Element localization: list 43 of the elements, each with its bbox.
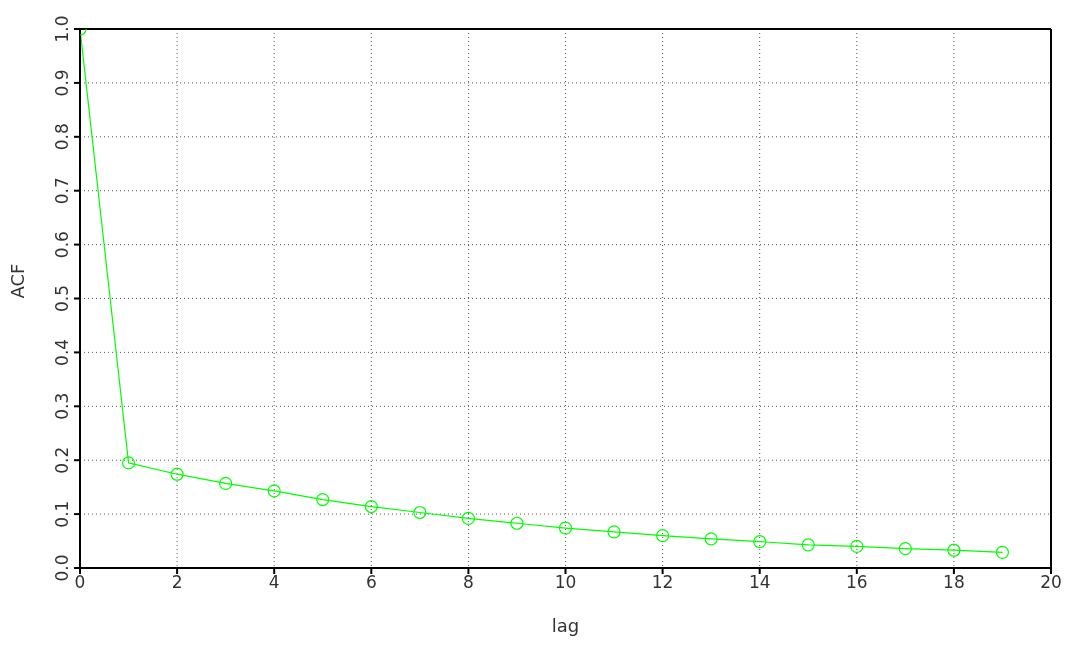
x-axis-title: lag [551, 615, 580, 636]
point [850, 539, 864, 554]
point [121, 456, 136, 470]
x-tick-label: 10 [554, 572, 577, 593]
point [753, 534, 767, 549]
point [704, 532, 718, 546]
y-tick-label: 0.4 [52, 338, 72, 366]
y-tick-label: 0.3 [52, 392, 72, 420]
point [413, 505, 427, 520]
y-tick-label: 0.5 [52, 284, 72, 313]
x-tick-label: 6 [365, 572, 377, 593]
x-tick-label: 18 [943, 572, 965, 593]
x-tick-label: 14 [748, 572, 771, 593]
y-tick-label: 0.8 [52, 123, 72, 151]
y-tick-label: 0.7 [52, 177, 72, 205]
x-tick-label: 0 [74, 572, 86, 593]
point [607, 525, 621, 539]
point [267, 484, 281, 498]
point [656, 529, 670, 543]
point [219, 476, 233, 490]
point [316, 492, 330, 507]
x-tick-label: 16 [845, 572, 868, 593]
y-tick-label: 0.9 [52, 69, 72, 97]
point [947, 543, 961, 557]
y-tick-label: 1.0 [52, 15, 72, 43]
y-axis-title: ACF [7, 263, 29, 299]
point [364, 499, 378, 514]
point [170, 467, 184, 481]
y-tick-label: 0.0 [52, 554, 72, 582]
y-tick-label: 0.1 [52, 500, 72, 528]
point [995, 545, 1010, 559]
point [801, 538, 815, 552]
point [510, 516, 524, 530]
x-tick-label: 2 [171, 572, 183, 593]
point [558, 521, 573, 535]
y-tick-label: 0.6 [52, 231, 72, 259]
x-tick-label: 4 [268, 572, 280, 593]
y-tick-label: 0.2 [52, 446, 72, 474]
x-tick-label: 8 [462, 572, 474, 593]
point [898, 542, 912, 556]
point [461, 511, 475, 526]
x-tick-label: 12 [651, 572, 674, 593]
x-tick-label: 20 [1040, 572, 1062, 593]
